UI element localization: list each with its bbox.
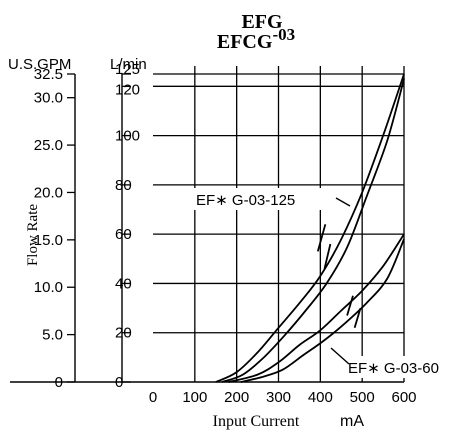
- series-label-125: EF∗ G-03-125: [193, 188, 351, 210]
- chart-title-base: EFCG: [217, 31, 273, 53]
- series-label-125-bg: [193, 188, 339, 210]
- hysteresis-mark-3: [353, 307, 362, 329]
- series-0-lower-curve: [221, 78, 405, 383]
- lmin-tick-label-4: 80: [115, 177, 132, 194]
- x-axis-unit: mA: [340, 413, 364, 430]
- gpm-tick-label-7: 32.5: [34, 66, 63, 83]
- lmin-tick-label-6: 120: [115, 81, 140, 98]
- gpm-tick-label-1: 5.0: [42, 327, 63, 344]
- hysteresis-mark-1: [323, 243, 332, 269]
- gpm-tick-label-2: 10.0: [34, 279, 63, 296]
- series-label-60-leader: [330, 347, 350, 365]
- series-0-upper-curve: [215, 73, 405, 383]
- x-axis-label: Input Current: [213, 413, 300, 430]
- chart-title-line2: EFCG-03: [217, 25, 295, 53]
- lmin-tick-label-3: 60: [115, 226, 132, 243]
- x-tick-label-4: 400: [308, 389, 333, 406]
- series-1-lower-curve: [240, 238, 405, 383]
- grid: [153, 66, 405, 382]
- hysteresis-mark-0: [316, 224, 327, 252]
- lmin-tick-label-5: 100: [115, 128, 140, 145]
- series-label-60: EF∗ G-03-60: [330, 347, 460, 378]
- x-tick-label-5: 500: [350, 389, 375, 406]
- axes: 0 100 200 300 400 500 600 0 20 40 60 80 100 120 125 0 5.…: [10, 61, 417, 406]
- gpm-tick-label-4: 20.0: [34, 184, 63, 201]
- gpm-tick-label-0: 0: [55, 374, 63, 391]
- lmin-tick-label-1: 20: [115, 325, 132, 342]
- x-tick-label-6: 600: [391, 389, 416, 406]
- x-tick-label-0: 0: [149, 389, 157, 406]
- lmin-tick-label-2: 40: [115, 275, 132, 292]
- series-label-125-leader: [335, 197, 351, 207]
- y-left-unit-label: U.S.GPM: [8, 56, 71, 73]
- series-label-125-text: EF∗ G-03-125: [196, 192, 295, 209]
- chart-title-sup: -03: [272, 25, 295, 44]
- lmin-tick-label-0: 0: [115, 374, 123, 391]
- y-axis-label: Flow Rate: [25, 204, 41, 266]
- curves: [215, 73, 405, 383]
- x-tick-label-3: 300: [266, 389, 291, 406]
- gpm-tick-label-6: 30.0: [34, 90, 63, 107]
- series-1-upper-curve: [228, 233, 405, 383]
- series-label-60-text: EF∗ G-03-60: [348, 360, 439, 377]
- x-tick-label-2: 200: [224, 389, 249, 406]
- y-right-unit-label: L/min: [110, 56, 147, 73]
- gpm-tick-label-5: 25.0: [34, 137, 63, 154]
- x-tick-label-1: 100: [182, 389, 207, 406]
- chart-title-line1: EFG: [241, 11, 283, 33]
- series-label-60-bg: [346, 356, 460, 378]
- gpm-tick-label-3: 15.0: [34, 232, 63, 249]
- hysteresis-mark-2: [346, 295, 354, 316]
- lmin-tick-label-7: 125: [115, 61, 140, 78]
